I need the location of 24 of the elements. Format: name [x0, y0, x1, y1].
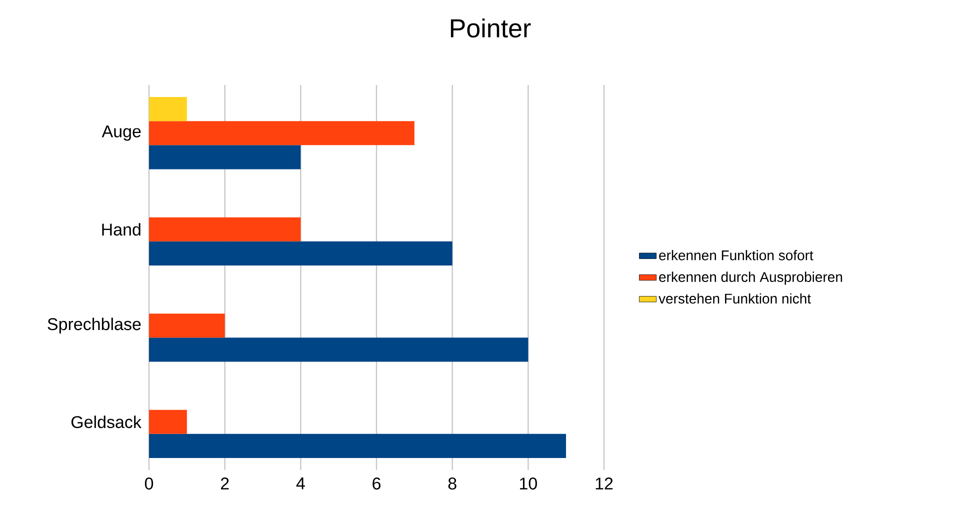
y-tick-label: Sprechblase	[48, 318, 141, 334]
bar	[149, 434, 566, 458]
x-tick-label: 2	[220, 478, 229, 490]
x-tick-label: 6	[372, 478, 380, 490]
bar	[149, 241, 452, 266]
x-tick-label: 8	[448, 478, 456, 490]
legend-label: erkennen Funktion sofort	[659, 250, 814, 260]
bar	[149, 97, 187, 122]
legend-label: verstehen Funktion nicht	[658, 293, 811, 304]
bar	[149, 410, 187, 434]
bar	[149, 145, 301, 170]
y-tick-label: Auge	[102, 126, 141, 141]
x-tick-label: 12	[596, 478, 613, 490]
bar	[149, 217, 301, 242]
bar	[149, 121, 414, 146]
y-tick-label: Geldsack	[71, 416, 142, 428]
bar	[149, 338, 528, 362]
x-tick-label: 4	[296, 478, 305, 490]
legend-label: erkennen durch Ausprobieren	[659, 272, 842, 285]
bar	[149, 314, 225, 338]
x-tick-label: 10	[520, 478, 537, 490]
x-tick-label: 0	[144, 478, 154, 490]
chart-title: Pointer	[450, 18, 531, 38]
y-tick-label: Hand	[102, 223, 140, 236]
